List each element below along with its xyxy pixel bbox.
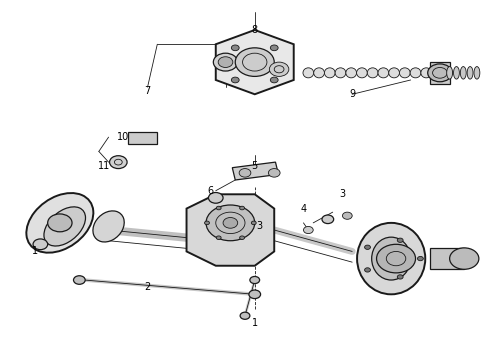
Text: 1: 1 [32,247,39,256]
Circle shape [240,312,250,319]
Text: 6: 6 [208,186,214,196]
Circle shape [250,276,260,284]
Circle shape [235,48,274,76]
Ellipse shape [335,68,346,78]
Circle shape [365,268,370,272]
Circle shape [74,276,85,284]
Circle shape [48,214,72,232]
Circle shape [239,168,251,177]
Circle shape [216,236,221,239]
Ellipse shape [421,68,432,78]
Ellipse shape [346,68,357,78]
Circle shape [303,226,313,234]
Circle shape [213,53,238,71]
Circle shape [322,215,334,224]
Ellipse shape [450,248,479,269]
Circle shape [397,275,403,279]
Ellipse shape [460,67,466,79]
Circle shape [270,62,289,76]
Ellipse shape [357,68,368,78]
Circle shape [376,244,416,273]
Ellipse shape [474,67,480,79]
Circle shape [223,217,238,228]
Ellipse shape [303,68,314,78]
Ellipse shape [389,68,399,78]
Ellipse shape [368,68,378,78]
Circle shape [110,156,127,168]
Text: 3: 3 [257,221,263,231]
Bar [128,132,157,144]
Ellipse shape [410,68,421,78]
Text: 7: 7 [145,86,151,96]
Bar [430,248,464,269]
Ellipse shape [399,68,410,78]
Polygon shape [216,30,294,94]
Circle shape [251,221,256,225]
Text: 11: 11 [98,161,110,171]
Circle shape [33,239,48,249]
Text: 2: 2 [145,282,151,292]
Circle shape [428,64,452,82]
Ellipse shape [467,67,473,79]
Ellipse shape [44,207,86,246]
Circle shape [249,290,261,298]
Circle shape [206,205,255,241]
Circle shape [204,221,209,225]
Text: 9: 9 [349,89,355,99]
Circle shape [365,245,370,249]
Bar [430,62,450,84]
Polygon shape [187,194,274,266]
Bar [232,162,278,180]
Circle shape [417,256,423,261]
Ellipse shape [93,211,124,242]
Circle shape [218,57,233,67]
Ellipse shape [314,68,324,78]
Ellipse shape [324,68,335,78]
Text: 1: 1 [252,318,258,328]
Text: 3: 3 [340,189,345,199]
Circle shape [240,206,245,210]
Text: 4: 4 [300,203,307,213]
Circle shape [397,238,403,242]
Circle shape [270,77,278,83]
Circle shape [240,236,245,239]
Ellipse shape [26,193,94,253]
Text: 5: 5 [252,161,258,171]
Text: 10: 10 [117,132,129,142]
Text: 8: 8 [252,25,258,35]
Circle shape [216,206,221,210]
Circle shape [231,45,239,51]
Ellipse shape [372,237,411,280]
Ellipse shape [454,67,460,79]
Circle shape [270,45,278,51]
Ellipse shape [447,67,453,79]
Circle shape [208,193,223,203]
Circle shape [343,212,352,219]
Circle shape [269,168,280,177]
Ellipse shape [357,223,425,294]
Circle shape [231,77,239,83]
Ellipse shape [378,68,389,78]
